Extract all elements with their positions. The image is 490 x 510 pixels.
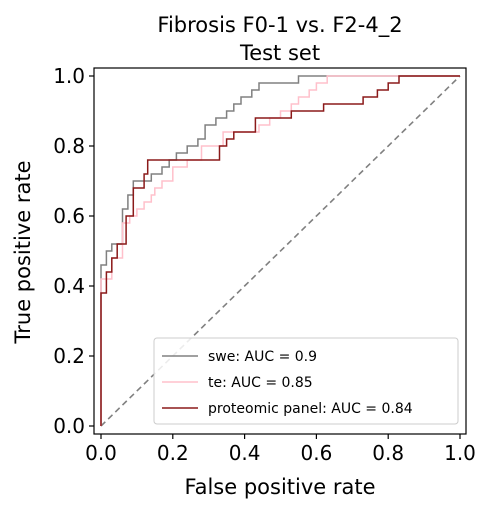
legend-label-1: te: AUC = 0.85 <box>208 375 313 391</box>
y-tick-label: 0.0 <box>53 414 85 438</box>
x-tick-label: 0.6 <box>300 441 332 465</box>
x-tick-label: 0.4 <box>229 441 261 465</box>
x-tick-label: 0.8 <box>372 441 404 465</box>
y-tick-label: 1.0 <box>53 64 85 88</box>
y-axis-label: True positive rate <box>11 161 35 345</box>
chart-subtitle: Test set <box>239 41 320 65</box>
legend: swe: AUC = 0.9 te: AUC = 0.85 proteomic pa… <box>153 337 459 425</box>
plot-area: 0.0 0.2 0.4 0.6 0.8 1.0 0.0 0.2 0.4 0.6 0.8 1.0 <box>53 64 476 465</box>
y-tick-label: 0.2 <box>53 344 85 368</box>
series-line-0 <box>100 75 460 426</box>
y-tick-label: 0.4 <box>53 274 85 298</box>
x-tick-label: 1.0 <box>444 441 476 465</box>
legend-label-0: swe: AUC = 0.9 <box>208 349 317 365</box>
legend-box <box>153 337 459 425</box>
series-line-2 <box>100 75 460 426</box>
x-axis-label: False positive rate <box>184 475 375 499</box>
y-tick-label: 0.8 <box>53 134 85 158</box>
legend-label-2: proteomic panel: AUC = 0.84 <box>208 401 413 417</box>
y-tick-label: 0.6 <box>53 204 85 228</box>
x-tick-label: 0.2 <box>157 441 189 465</box>
x-tick-label: 0.0 <box>85 441 117 465</box>
chart-title: Fibrosis F0-1 vs. F2-4_2 <box>157 13 402 38</box>
axes-frame <box>93 67 467 435</box>
